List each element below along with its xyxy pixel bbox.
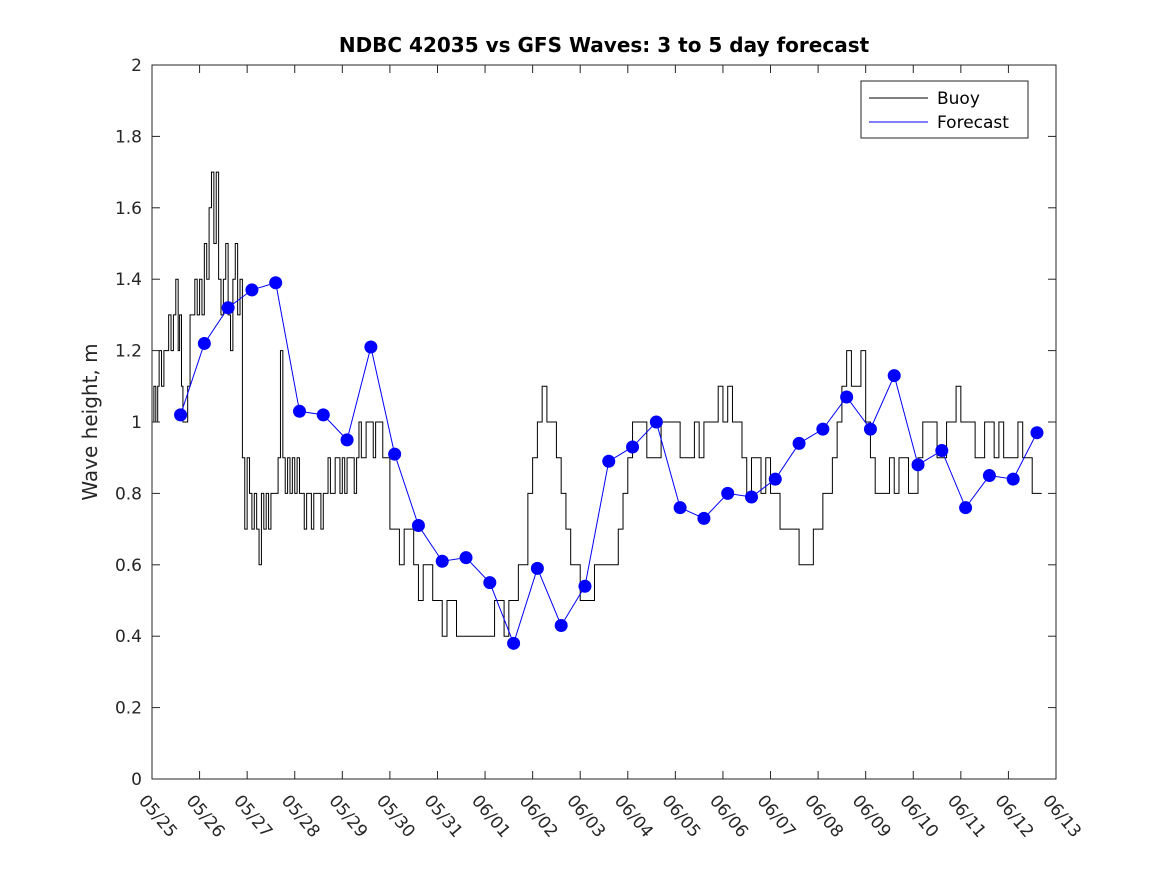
y-tick-label: 1.4 [115, 270, 142, 290]
x-tick-label: 06/06 [705, 791, 752, 841]
x-tick-label: 06/03 [562, 791, 609, 841]
x-tick-label: 06/12 [991, 791, 1038, 841]
x-tick-label: 06/04 [610, 791, 657, 841]
forecast-point [673, 501, 687, 515]
y-tick-label: 0.2 [115, 699, 142, 719]
axes-box [151, 64, 1057, 780]
y-tick-label: 2 [131, 56, 142, 76]
forecast-point [626, 440, 640, 454]
forecast-point [435, 554, 449, 568]
chart-title: NDBC 42035 vs GFS Waves: 3 to 5 day fore… [339, 33, 870, 57]
x-tick-label: 05/31 [420, 791, 467, 841]
y-tick-label: 1.6 [115, 199, 142, 219]
legend-buoy-label: Buoy [937, 89, 980, 109]
forecast-point [316, 408, 330, 422]
x-tick-label: 05/29 [324, 791, 371, 841]
forecast-point [388, 447, 402, 461]
x-tick-label: 06/08 [800, 791, 847, 841]
forecast-point [197, 336, 211, 350]
forecast-points [174, 276, 1044, 650]
x-tick-label: 05/27 [229, 791, 276, 841]
x-tick-label: 05/25 [134, 791, 181, 841]
forecast-point [959, 501, 973, 515]
y-tick-label: 0.4 [115, 627, 142, 647]
buoy-series [152, 171, 1042, 637]
x-tick-label: 06/02 [515, 791, 562, 841]
forecast-point [245, 283, 259, 297]
x-tick-label: 06/10 [895, 791, 942, 841]
y-tick-label: 0.8 [115, 484, 142, 504]
forecast-point [863, 422, 877, 436]
legend-forecast-label: Forecast [937, 113, 1009, 133]
forecast-point [935, 444, 949, 458]
forecast-point [364, 340, 378, 354]
x-tick-label: 05/28 [277, 791, 324, 841]
forecast-point [744, 490, 758, 504]
forecast-point [292, 404, 306, 418]
forecast-point [887, 369, 901, 383]
y-tick-label: 1 [131, 413, 142, 433]
forecast-point [768, 472, 782, 486]
forecast-point [578, 579, 592, 593]
forecast-point [269, 276, 283, 290]
forecast-point [507, 636, 521, 650]
forecast-point [340, 433, 354, 447]
forecast-point [174, 408, 188, 422]
forecast-point [792, 436, 806, 450]
forecast-point [483, 576, 497, 590]
forecast-point [530, 561, 544, 575]
x-tick-label: 06/07 [753, 791, 800, 841]
forecast-point [649, 415, 663, 429]
forecast-point [911, 458, 925, 472]
forecast-point [1006, 472, 1020, 486]
x-tick-label: 06/05 [658, 791, 705, 841]
legend: Buoy Forecast [860, 80, 1029, 139]
legend-box [860, 80, 1029, 139]
forecast-point [840, 390, 854, 404]
x-tick-label: 06/13 [1038, 791, 1085, 841]
y-ticks: 0 0.2 0.4 0.6 0.8 1 1.2 1.4 1.6 1.8 2 [115, 56, 1056, 790]
y-tick-label: 1.8 [115, 127, 142, 147]
x-tick-label: 05/26 [182, 791, 229, 841]
forecast-point [459, 551, 473, 565]
forecast-point [816, 422, 830, 436]
forecast-point [221, 301, 235, 315]
y-axis-label: Wave height, m [78, 343, 102, 500]
x-tick-label: 06/11 [943, 791, 990, 841]
x-tick-label: 06/01 [467, 791, 514, 841]
forecast-point [1030, 426, 1044, 440]
forecast-point [411, 519, 425, 533]
forecast-point [697, 511, 711, 525]
y-tick-label: 1.2 [115, 342, 142, 362]
forecast-point [602, 454, 616, 468]
buoy-line [152, 171, 1042, 637]
plot-area [151, 64, 1057, 780]
forecast-point [721, 486, 735, 500]
y-tick-label: 0 [131, 770, 142, 790]
forecast-point [554, 618, 568, 632]
x-tick-label: 05/30 [372, 791, 419, 841]
x-tick-label: 06/09 [848, 791, 895, 841]
y-tick-label: 0.6 [115, 556, 142, 576]
forecast-point [982, 469, 996, 483]
